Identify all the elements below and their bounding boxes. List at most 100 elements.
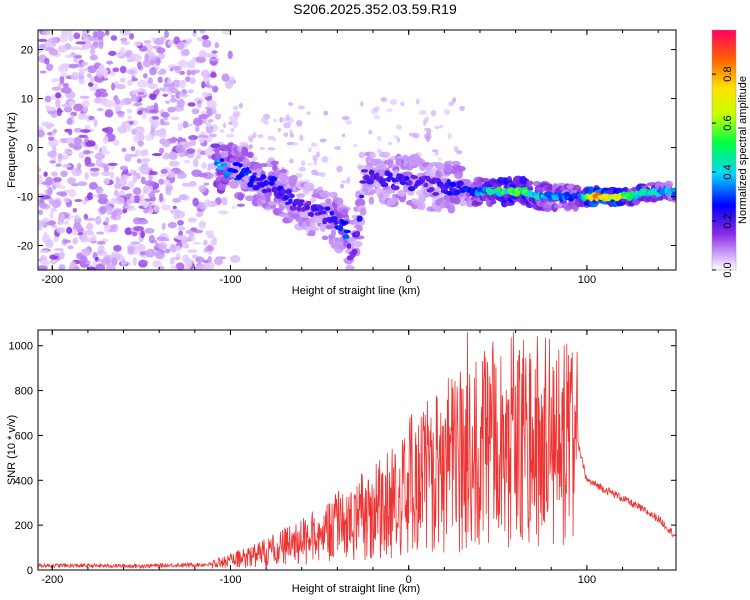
heatmap-cell xyxy=(64,220,69,225)
heatmap-cell xyxy=(160,111,170,118)
heatmap-cell xyxy=(319,223,327,232)
heatmap-cell xyxy=(169,97,178,103)
heatmap-cell xyxy=(113,139,120,146)
heatmap-cell xyxy=(304,204,310,211)
heatmap-cell xyxy=(236,203,245,207)
colorbar-tick-label: 0.6 xyxy=(722,115,734,130)
heatmap-cell xyxy=(308,229,316,237)
heatmap-cell xyxy=(99,68,109,75)
heatmap-cell xyxy=(126,108,133,114)
heatmap-cell xyxy=(79,95,90,99)
heatmap-cell xyxy=(415,98,420,105)
heatmap-cell xyxy=(69,261,77,268)
heatmap-cell xyxy=(316,151,320,158)
heatmap-cell xyxy=(304,183,315,192)
snr-series-line xyxy=(37,331,677,570)
heatmap-cell xyxy=(134,126,145,135)
heatmap-cell xyxy=(77,181,88,187)
heatmap-cell xyxy=(259,146,266,151)
heatmap-cell xyxy=(43,171,48,177)
heatmap-cell xyxy=(201,162,207,169)
heatmap-cell xyxy=(227,50,233,60)
heatmap-cell xyxy=(52,129,58,133)
heatmap-cell xyxy=(385,189,396,194)
heatmap-cell xyxy=(198,205,204,210)
heatmap-cell xyxy=(296,119,303,127)
heatmap-cell xyxy=(279,189,287,195)
heatmap-cell xyxy=(279,168,288,174)
heatmap-cell xyxy=(167,192,172,196)
heatmap-cell xyxy=(128,33,135,40)
heatmap-cell xyxy=(149,67,157,76)
heatmap-cell xyxy=(399,101,405,106)
snr-ytick-label: 0 xyxy=(27,565,33,577)
heatmap-cell xyxy=(160,204,171,211)
heatmap-cell xyxy=(214,42,220,49)
heatmap-cell xyxy=(453,146,459,152)
heatmap-cell xyxy=(176,98,185,108)
heatmap-cell xyxy=(210,71,217,78)
heatmap-cell xyxy=(152,119,161,126)
heatmap-cell xyxy=(141,157,151,163)
heatmap-cell xyxy=(84,172,90,180)
heatmap-cell xyxy=(237,193,244,201)
heatmap-cell xyxy=(103,225,114,229)
heatmap-cell xyxy=(204,199,212,208)
heatmap-cell xyxy=(67,245,74,250)
heatmap-cell xyxy=(56,191,67,196)
heatmap-cell xyxy=(94,152,105,160)
colorbar-gradient xyxy=(712,30,736,270)
heatmap-cell xyxy=(119,46,126,56)
heatmap-cell xyxy=(134,102,143,107)
heatmap-cell xyxy=(140,230,145,239)
heatmap-cell xyxy=(47,37,59,44)
heatmap-cell xyxy=(195,211,204,217)
heatmap-cell xyxy=(248,137,254,143)
heatmap-cell xyxy=(257,134,264,139)
heatmap-cell xyxy=(136,158,142,164)
heatmap-cell xyxy=(447,133,452,139)
heatmap-cell xyxy=(113,244,122,252)
heatmap-cell xyxy=(342,234,350,240)
colorbar-label: Normalized spectral amplitude xyxy=(737,76,749,224)
heatmap-cell xyxy=(100,150,111,155)
heatmap-cell xyxy=(137,79,149,88)
heatmap-cell xyxy=(298,199,305,203)
heatmap-cell xyxy=(125,122,132,132)
heatmap-cell xyxy=(192,197,199,207)
heatmap-cell xyxy=(159,36,167,42)
heatmap-cell xyxy=(56,227,66,234)
heatmap-cell xyxy=(157,70,166,75)
spectrogram-xtick-label: -200 xyxy=(41,274,63,286)
heatmap-cell xyxy=(82,105,89,114)
heatmap-cell xyxy=(389,98,398,105)
heatmap-cell xyxy=(205,230,211,236)
heatmap-cell xyxy=(96,88,107,94)
heatmap-cell xyxy=(228,179,240,189)
heatmap-cell xyxy=(307,162,313,166)
heatmap-cell xyxy=(61,164,72,168)
heatmap-cell xyxy=(186,59,196,69)
heatmap-cell xyxy=(204,40,210,47)
heatmap-cell xyxy=(124,205,135,209)
heatmap-cell xyxy=(166,77,172,84)
heatmap-cell xyxy=(353,143,358,148)
heatmap-cell xyxy=(168,83,175,93)
heatmap-cell xyxy=(359,207,367,216)
heatmap-cell xyxy=(368,129,373,135)
heatmap-cell xyxy=(188,134,199,141)
heatmap-cell xyxy=(38,202,48,208)
heatmap-cell xyxy=(201,81,206,89)
heatmap-cell xyxy=(198,184,207,193)
heatmap-cell xyxy=(336,165,343,173)
spectrogram-xlabel: Height of straight line (km) xyxy=(292,285,420,297)
heatmap-cell xyxy=(88,115,95,121)
heatmap-cell xyxy=(105,30,110,36)
heatmap-cell xyxy=(148,201,153,211)
heatmap-cell xyxy=(320,172,326,178)
heatmap-cell xyxy=(143,149,149,156)
heatmap-cell xyxy=(162,154,171,160)
heatmap-cell xyxy=(396,124,402,130)
